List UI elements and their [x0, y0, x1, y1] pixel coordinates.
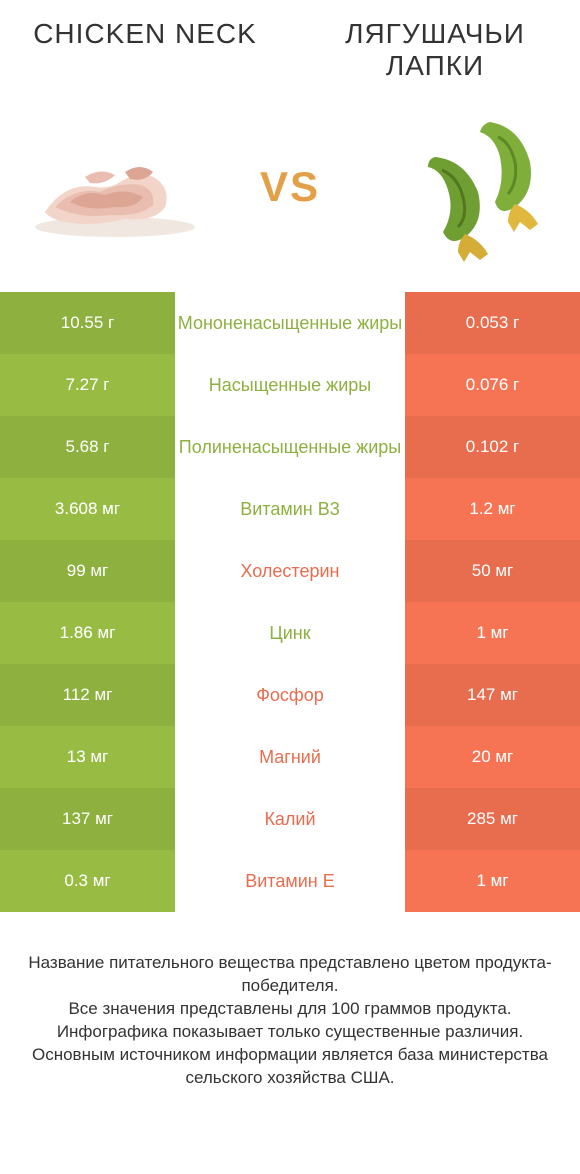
nutrient-label: Фосфор: [175, 664, 405, 726]
chicken-neck-image: [20, 112, 210, 262]
right-value: 20 мг: [405, 726, 580, 788]
left-value: 3.608 мг: [0, 478, 175, 540]
table-row: 3.608 мгВитамин B31.2 мг: [0, 478, 580, 540]
left-value: 112 мг: [0, 664, 175, 726]
right-value: 0.102 г: [405, 416, 580, 478]
nutrient-label: Витамин E: [175, 850, 405, 912]
table-row: 137 мгКалий285 мг: [0, 788, 580, 850]
table-row: 112 мгФосфор147 мг: [0, 664, 580, 726]
right-value: 1 мг: [405, 850, 580, 912]
nutrient-label: Витамин B3: [175, 478, 405, 540]
nutrient-label: Полиненасыщенные жиры: [175, 416, 405, 478]
vs-badge: VS: [260, 163, 320, 211]
table-row: 5.68 гПолиненасыщенные жиры0.102 г: [0, 416, 580, 478]
comparison-table: 10.55 гМононенасыщенные жиры0.053 г7.27 …: [0, 292, 580, 912]
table-row: 99 мгХолестерин50 мг: [0, 540, 580, 602]
images-row: VS: [0, 82, 580, 292]
right-value: 285 мг: [405, 788, 580, 850]
table-row: 7.27 гНасыщенные жиры0.076 г: [0, 354, 580, 416]
nutrient-label: Цинк: [175, 602, 405, 664]
right-value: 1 мг: [405, 602, 580, 664]
left-value: 99 мг: [0, 540, 175, 602]
nutrient-label: Магний: [175, 726, 405, 788]
footer-line: Инфографика показывает только существенн…: [20, 1021, 560, 1044]
nutrient-label: Холестерин: [175, 540, 405, 602]
right-value: 0.076 г: [405, 354, 580, 416]
nutrient-label: Насыщенные жиры: [175, 354, 405, 416]
footer-notes: Название питательного вещества представл…: [0, 912, 580, 1090]
header: CHICKEN NECK ЛЯГУШАЧЬИ ЛАПКИ: [0, 0, 580, 82]
left-product-title: CHICKEN NECK: [30, 18, 260, 82]
left-value: 7.27 г: [0, 354, 175, 416]
table-row: 1.86 мгЦинк1 мг: [0, 602, 580, 664]
frog-legs-image: [370, 112, 560, 262]
left-value: 1.86 мг: [0, 602, 175, 664]
footer-line: Основным источником информации является …: [20, 1044, 560, 1090]
right-value: 1.2 мг: [405, 478, 580, 540]
left-value: 13 мг: [0, 726, 175, 788]
table-row: 13 мгМагний20 мг: [0, 726, 580, 788]
footer-line: Все значения представлены для 100 граммо…: [20, 998, 560, 1021]
left-value: 0.3 мг: [0, 850, 175, 912]
right-product-title: ЛЯГУШАЧЬИ ЛАПКИ: [320, 18, 550, 82]
table-row: 0.3 мгВитамин E1 мг: [0, 850, 580, 912]
left-value: 10.55 г: [0, 292, 175, 354]
nutrient-label: Калий: [175, 788, 405, 850]
nutrient-label: Мононенасыщенные жиры: [175, 292, 405, 354]
footer-line: Название питательного вещества представл…: [20, 952, 560, 998]
right-value: 147 мг: [405, 664, 580, 726]
left-value: 5.68 г: [0, 416, 175, 478]
left-value: 137 мг: [0, 788, 175, 850]
right-value: 50 мг: [405, 540, 580, 602]
table-row: 10.55 гМононенасыщенные жиры0.053 г: [0, 292, 580, 354]
right-value: 0.053 г: [405, 292, 580, 354]
